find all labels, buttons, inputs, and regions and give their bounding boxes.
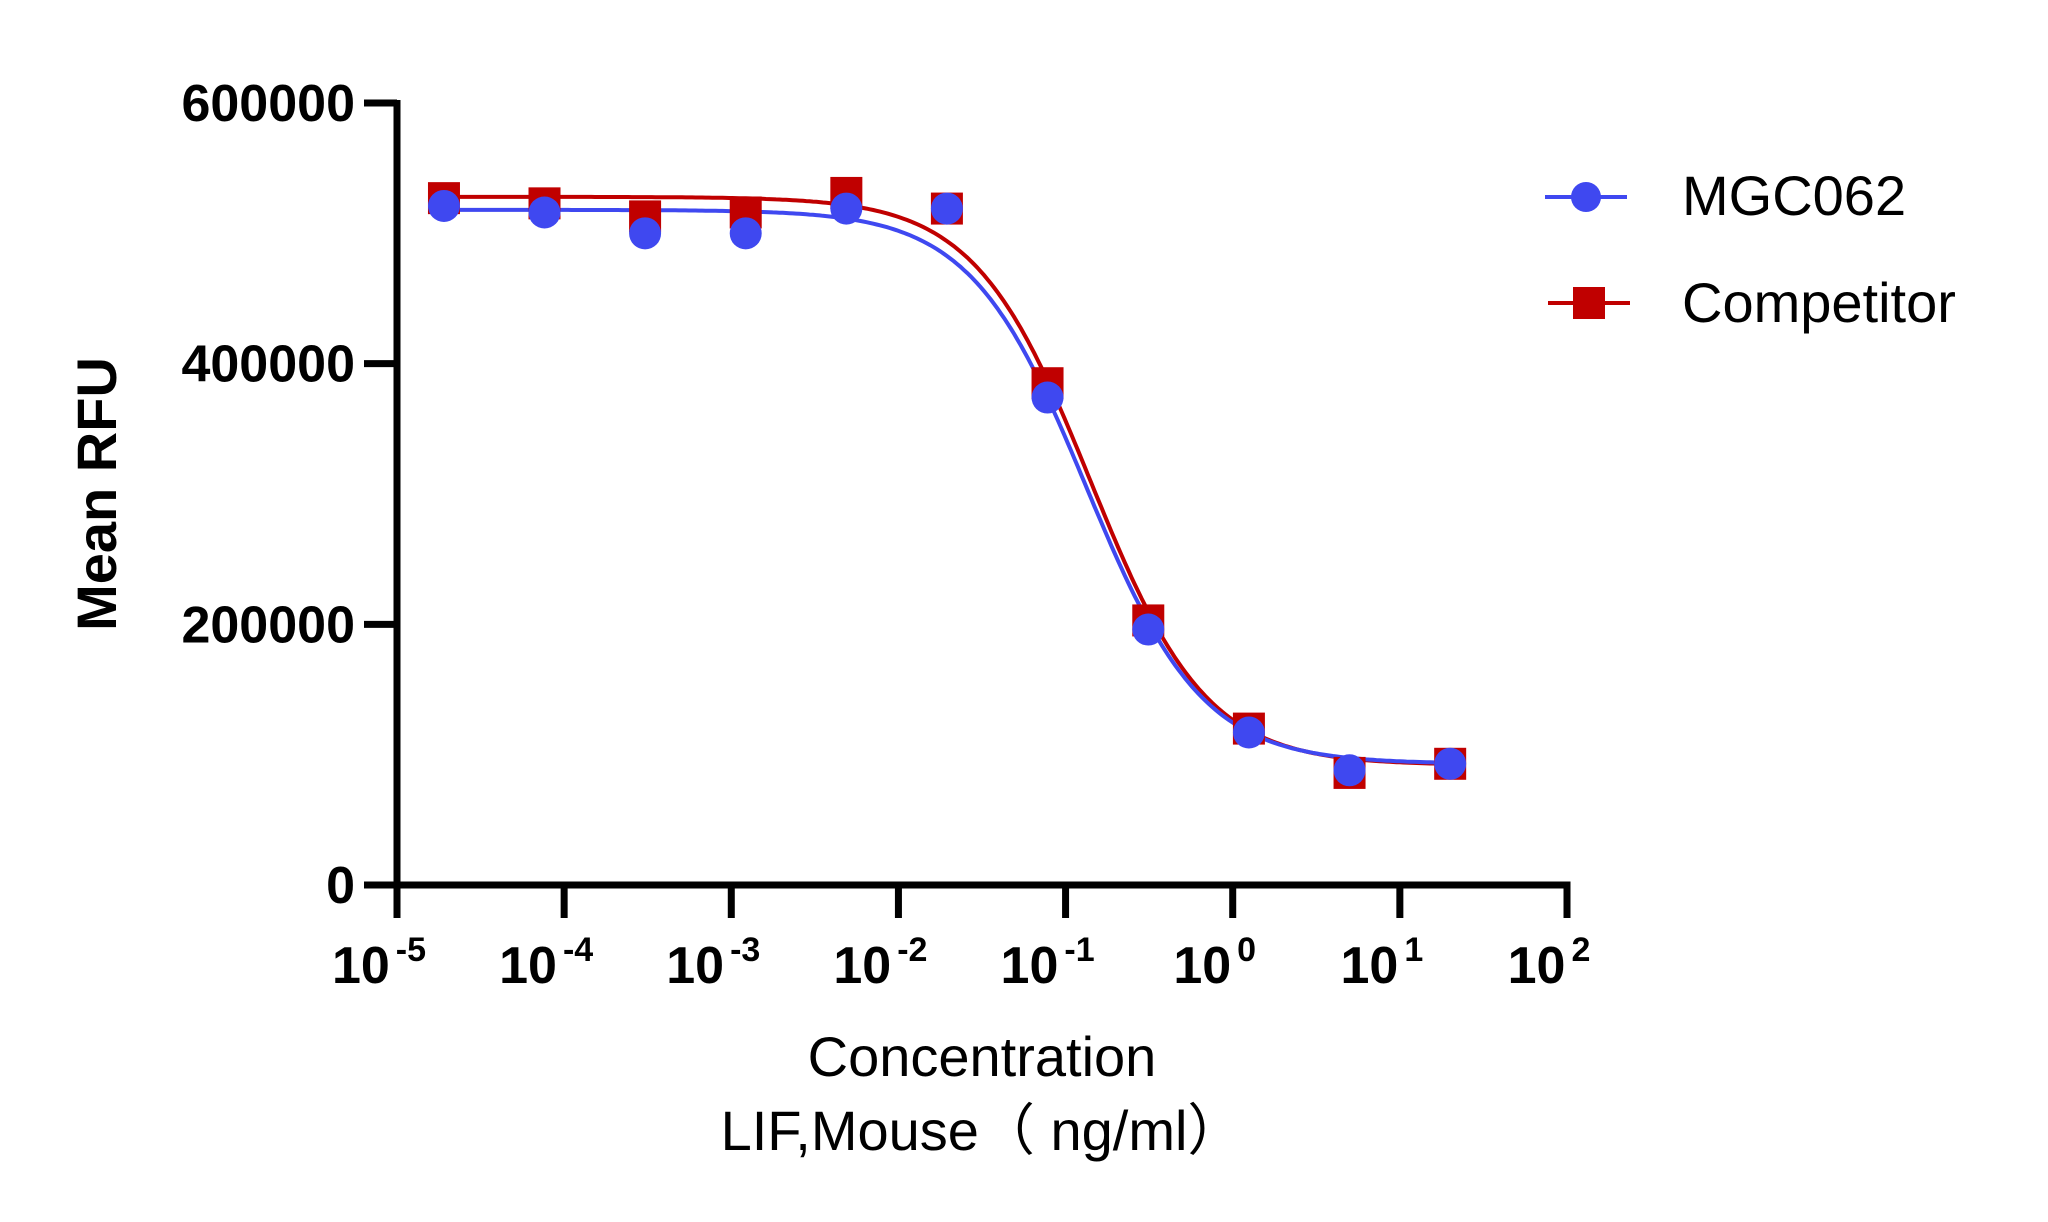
data-point-mgc062 — [1434, 747, 1467, 780]
x-tick-label: 10 1 — [1340, 931, 1423, 995]
legend-item-competitor: Competitor — [1548, 271, 1956, 334]
legend: MGC062 Competitor — [1545, 164, 1956, 334]
x-axis-subtitle: LIF,Mouse（ ng/ml） — [721, 1099, 1244, 1162]
data-point-mgc062 — [1232, 716, 1265, 749]
data-point-mgc062 — [830, 192, 863, 225]
x-tick-label: 10 -2 — [833, 931, 927, 995]
fit-curve-mgc062 — [444, 207, 1451, 765]
x-tick-label: 10 2 — [1508, 931, 1591, 995]
axes: 0 200000 400000 600000 10 -5 10 -4 10 -3 10 -2 10 -1 1… — [181, 75, 1590, 995]
y-axis-title: Mean RFU — [65, 357, 128, 631]
legend-label-mgc062: MGC062 — [1682, 164, 1906, 227]
x-tick-label: 10 -5 — [332, 931, 426, 995]
data-point-mgc062 — [629, 217, 662, 250]
data-points — [427, 176, 1467, 789]
fit-curves — [444, 194, 1451, 766]
data-point-mgc062 — [427, 189, 460, 222]
legend-label-competitor: Competitor — [1682, 271, 1956, 334]
data-point-mgc062 — [1333, 754, 1366, 787]
x-tick-label: 10 -3 — [666, 931, 760, 995]
y-tick-label: 600000 — [181, 75, 355, 133]
data-point-mgc062 — [1132, 613, 1165, 646]
y-tick-label: 200000 — [181, 596, 355, 654]
y-tick-label: 0 — [326, 857, 355, 915]
legend-item-mgc062: MGC062 — [1545, 164, 1906, 227]
fit-curve-competitor — [444, 194, 1451, 766]
x-tick-label: 10 -4 — [499, 931, 593, 995]
data-point-mgc062 — [528, 196, 561, 229]
data-point-mgc062 — [729, 217, 762, 250]
y-tick-label: 400000 — [181, 336, 355, 394]
x-tick-label: 10 -1 — [1001, 931, 1095, 995]
x-axis-title: Concentration — [808, 1025, 1157, 1088]
circle-marker-icon — [1571, 182, 1601, 212]
x-tick-label: 10 0 — [1173, 931, 1256, 995]
data-point-mgc062 — [1031, 381, 1064, 414]
data-point-mgc062 — [930, 192, 963, 225]
square-marker-icon — [1573, 287, 1605, 319]
